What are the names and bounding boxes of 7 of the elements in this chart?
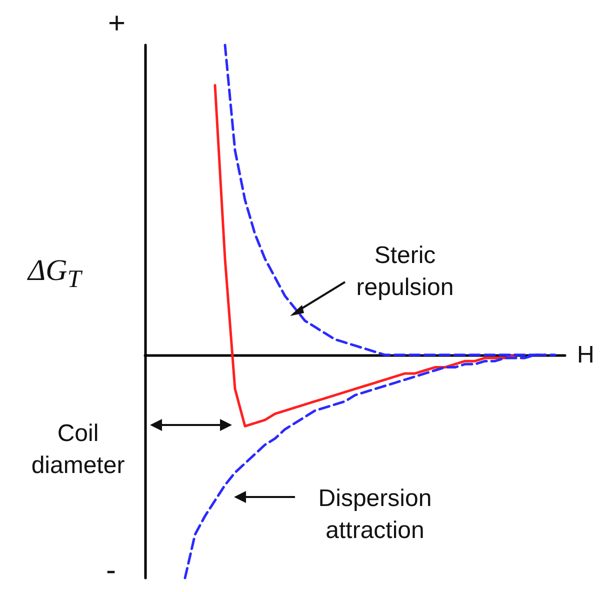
annotation: Steric repulsion [355,241,455,303]
y-axis-title: ΔG$_{T}$ [28,254,82,295]
text: Coil diameter [30,419,126,481]
annotation: Dispersion attraction [317,484,433,546]
text: - [106,554,116,587]
x-axis-title: H [577,341,594,368]
text: + [108,7,126,40]
